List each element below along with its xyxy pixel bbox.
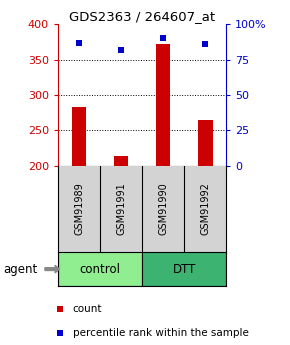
Bar xyxy=(142,252,226,286)
Text: DTT: DTT xyxy=(173,263,196,276)
Bar xyxy=(72,107,86,166)
Text: agent: agent xyxy=(3,263,37,276)
Text: count: count xyxy=(73,304,102,314)
Text: GSM91990: GSM91990 xyxy=(158,183,168,235)
Bar xyxy=(114,156,128,166)
Text: percentile rank within the sample: percentile rank within the sample xyxy=(73,328,249,338)
Text: GSM91992: GSM91992 xyxy=(200,182,210,235)
Bar xyxy=(58,252,142,286)
Title: GDS2363 / 264607_at: GDS2363 / 264607_at xyxy=(69,10,215,23)
Bar xyxy=(198,120,213,166)
Text: GSM91989: GSM91989 xyxy=(74,183,84,235)
Bar xyxy=(156,44,171,166)
Text: GSM91991: GSM91991 xyxy=(116,183,126,235)
Text: control: control xyxy=(79,263,121,276)
